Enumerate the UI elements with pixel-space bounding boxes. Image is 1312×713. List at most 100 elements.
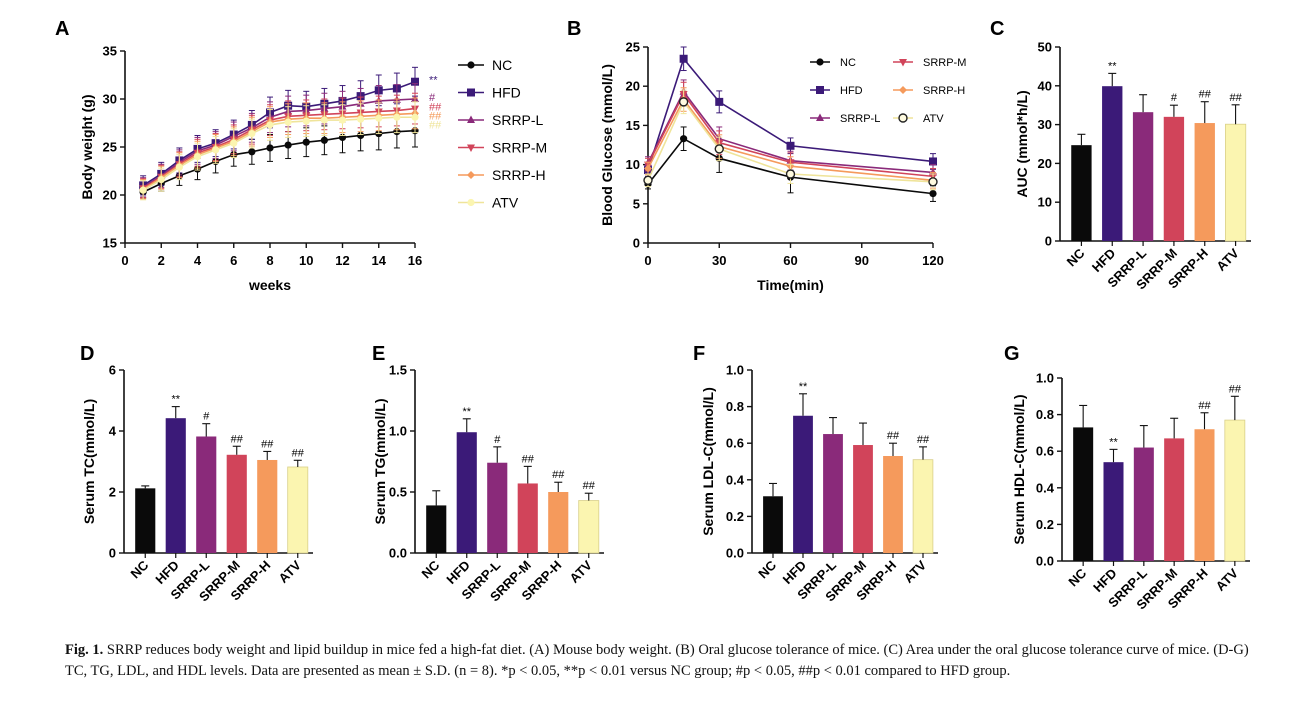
data-point	[715, 97, 724, 106]
x-tick-label: 30	[712, 253, 726, 268]
y-tick-label: 0	[1045, 234, 1052, 249]
data-point	[320, 136, 328, 144]
y-tick-label: 0.6	[726, 436, 744, 451]
legend-label: HFD	[492, 85, 521, 101]
significance-label: **	[799, 381, 808, 393]
data-point	[266, 144, 274, 152]
data-point	[411, 77, 419, 86]
significance-label: ##	[522, 453, 535, 465]
bar-hfd	[793, 415, 813, 553]
y-tick-label: 0.4	[726, 472, 745, 487]
bar-hfd	[1102, 86, 1123, 241]
y-tick-label: 5	[633, 196, 640, 211]
data-point	[284, 118, 292, 126]
x-tick-label: ATV	[1213, 565, 1242, 594]
legend-marker	[898, 113, 908, 123]
legend-marker	[467, 88, 475, 97]
bar-hfd	[1103, 462, 1124, 561]
significance-label: ##	[231, 433, 244, 445]
legend-marker	[467, 115, 475, 123]
y-tick-label: 10	[626, 157, 640, 172]
y-axis-title: Body weight (g)	[79, 95, 95, 200]
x-tick-label: 0	[121, 253, 128, 268]
significance-label: ##	[292, 447, 305, 459]
legend-marker	[899, 86, 907, 94]
y-tick-label: 0.8	[726, 399, 744, 414]
bar-srrp-l	[823, 434, 843, 553]
data-point	[643, 175, 653, 185]
x-tick-label: 120	[922, 253, 944, 268]
bar-srrp-m	[226, 454, 247, 553]
series-line	[142, 80, 416, 187]
bar-srrp-l	[1132, 112, 1154, 242]
y-tick-label: 0.0	[1036, 554, 1054, 569]
y-axis-title: Serum LDL-C(mmol/L)	[700, 387, 716, 536]
data-point	[230, 139, 238, 147]
series-line	[142, 98, 416, 188]
chart-b: B 0 5 10 15 20 25 Blood Glucose (mmol/L) 0 30 60 90…	[567, 18, 966, 293]
panel-letter-c: C	[990, 18, 1004, 40]
legend-label: SRRP-L	[840, 113, 880, 125]
significance-label: ##	[261, 438, 274, 450]
legend-label: NC	[840, 57, 856, 69]
bar-srrp-l	[196, 436, 217, 553]
y-tick-label: 30	[1038, 117, 1052, 132]
bar-srrp-m	[517, 483, 538, 553]
significance-label: **	[1109, 436, 1118, 448]
legend-label: SRRP-H	[492, 167, 546, 183]
bar-srrp-m	[1163, 116, 1185, 241]
legend-label: SRRP-M	[923, 57, 966, 69]
significance-label: **	[429, 75, 438, 87]
y-tick-label: 40	[1038, 78, 1052, 93]
legend-marker	[467, 171, 475, 179]
y-axis-title: Serum TG(mmol/L)	[372, 398, 388, 524]
y-tick-label: 0.8	[1036, 407, 1054, 422]
series-line	[142, 116, 415, 191]
bar-srrp-h	[883, 456, 903, 553]
y-axis-title: Blood Glucose (mmol/L)	[599, 64, 615, 226]
y-tick-label: 50	[1038, 40, 1052, 55]
significance-label: **	[462, 406, 471, 418]
data-point	[193, 153, 202, 161]
x-axis-title: Time(min)	[757, 277, 824, 293]
legend-marker	[467, 144, 475, 152]
bar-nc	[135, 488, 156, 553]
x-tick-label: NC	[1065, 565, 1089, 589]
bar-srrp-h	[257, 459, 278, 553]
x-tick-label: 60	[783, 253, 797, 268]
x-tick-label: 8	[266, 253, 273, 268]
figure-caption: Fig. 1. SRRP reduces body weight and lip…	[65, 640, 1250, 682]
significance-label: #	[203, 411, 210, 423]
x-tick-label: 14	[372, 253, 387, 268]
y-tick-label: 20	[103, 188, 117, 203]
y-tick-label: 0	[109, 546, 116, 561]
significance-label: ##	[429, 102, 442, 114]
data-point	[644, 164, 652, 173]
bar-nc	[1071, 145, 1092, 241]
significance-label: ##	[1229, 92, 1242, 104]
panel-letter-e: E	[372, 343, 385, 365]
x-tick-label: 0	[644, 253, 651, 268]
x-tick-label: 6	[230, 253, 237, 268]
data-point	[248, 148, 256, 156]
x-tick-label: 4	[194, 253, 202, 268]
caption-text: SRRP reduces body weight and lipid build…	[65, 642, 1249, 679]
data-point	[786, 141, 795, 150]
series-line	[142, 107, 416, 189]
y-tick-label: 4	[109, 424, 117, 439]
data-point	[212, 146, 220, 154]
y-tick-label: 25	[626, 40, 640, 55]
significance-label: ##	[552, 469, 565, 481]
caption-label: Fig. 1.	[65, 642, 104, 658]
x-tick-label: NC	[1064, 245, 1088, 269]
data-point	[714, 144, 724, 154]
significance-label: **	[1108, 60, 1117, 72]
data-point	[785, 169, 796, 179]
y-axis-title: AUC (mmol*h/L)	[1014, 90, 1030, 197]
x-tick-label: ATV	[1213, 245, 1242, 274]
data-point	[175, 163, 183, 171]
legend-marker	[816, 58, 824, 66]
chart-f: F 0.0 0.2 0.4 0.6 0.8 1.0 Serum LDL-C(mmol/L) NC…	[693, 343, 938, 604]
